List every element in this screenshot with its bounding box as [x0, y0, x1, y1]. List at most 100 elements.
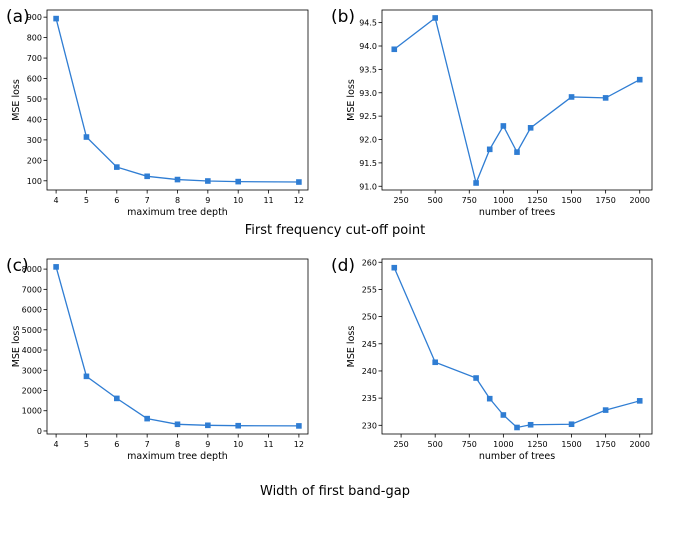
y-tick-label-b: 91.5 — [359, 159, 377, 168]
panel-label-c: (c) — [6, 256, 29, 276]
y-tick-label-a: 400 — [27, 115, 42, 124]
data-point-b — [432, 15, 438, 21]
x-tick-label-c: 8 — [175, 440, 180, 449]
y-tick-label-a: 800 — [27, 34, 42, 43]
data-point-d — [486, 395, 493, 402]
y-tick-label-d: 245 — [362, 340, 377, 349]
panel-label-b: (b) — [331, 7, 355, 27]
x-tick-label-b: 250 — [393, 196, 408, 205]
x-tick-label-a: 9 — [205, 196, 210, 205]
data-point-c — [144, 415, 150, 422]
y-tick-label-a: 100 — [27, 177, 42, 186]
data-point-a — [174, 176, 181, 183]
data-point-c — [114, 395, 120, 402]
y-tick-label-b: 92.0 — [359, 136, 377, 145]
data-point-a — [53, 15, 59, 22]
data-point-d — [568, 421, 575, 428]
plot-frame-a — [46, 9, 309, 191]
y-tick-label-b: 94.5 — [359, 19, 377, 28]
data-point-b — [636, 76, 643, 83]
y-tick-label-c: 1000 — [22, 407, 42, 416]
x-tick-label-d: 1750 — [595, 440, 615, 449]
data-point-b — [527, 125, 534, 131]
subplot-d: (d) 250 500 750 1000 1250 1500 1750 2000 230 235 2… — [331, 256, 653, 462]
caption-band-gap-width: Width of first band-gap — [260, 484, 410, 499]
y-axis-label-a: MSE loss — [11, 79, 22, 121]
y-tick-label-c: 3000 — [22, 366, 42, 375]
y-tick-label-d: 255 — [362, 285, 377, 294]
data-point-c — [235, 422, 241, 429]
y-tick-label-c: 0 — [37, 427, 42, 436]
x-tick-label-a: 8 — [175, 196, 180, 205]
y-tick-label-d: 235 — [362, 394, 377, 403]
data-point-b — [391, 46, 398, 53]
y-tick-label-c: 4000 — [22, 346, 42, 355]
panel-label-d: (d) — [331, 256, 355, 276]
x-tick-label-c: 10 — [233, 440, 243, 449]
data-point-a — [205, 178, 211, 184]
x-tick-label-c: 5 — [84, 440, 89, 449]
x-tick-label-d: 250 — [393, 440, 408, 449]
data-point-c — [174, 421, 181, 428]
subplot-a: (a) 4 5 6 7 8 9 10 11 12 100 200 300 400 500 600 700 800… — [6, 7, 309, 218]
x-tick-label-a: 6 — [114, 196, 119, 205]
x-tick-label-a: 4 — [54, 196, 59, 205]
series-line-d — [393, 267, 640, 429]
data-point-d — [432, 359, 438, 366]
x-tick-label-a: 5 — [84, 196, 89, 205]
x-axis-label-b: number of trees — [479, 207, 555, 218]
data-point-a — [83, 134, 90, 140]
data-point-d — [391, 264, 398, 271]
subplot-b: (b) 250 500 750 1000 1250 1500 1750 2000 91.0 91.… — [331, 7, 653, 218]
data-point-b — [500, 123, 507, 129]
data-point-d — [527, 421, 534, 428]
y-tick-label-a: 700 — [27, 54, 42, 63]
y-tick-label-a: 500 — [27, 95, 42, 104]
plot-frame-c — [46, 258, 309, 435]
x-tick-label-b: 1000 — [493, 196, 513, 205]
y-tick-label-d: 250 — [362, 313, 377, 322]
x-axis-label-a: maximum tree depth — [127, 207, 228, 218]
x-tick-label-c: 11 — [263, 440, 273, 449]
data-point-b — [568, 94, 575, 100]
x-tick-label-c: 6 — [114, 440, 119, 449]
y-axis-label-d: MSE loss — [346, 326, 357, 368]
caption-first-cutoff: First frequency cut-off point — [245, 223, 425, 238]
y-tick-label-b: 92.5 — [359, 112, 377, 121]
x-axis-label-c: maximum tree depth — [127, 451, 228, 462]
data-point-d — [473, 375, 479, 381]
x-tick-label-b: 1750 — [595, 196, 615, 205]
data-point-d — [602, 407, 609, 413]
y-tick-label-b: 94.0 — [359, 42, 377, 51]
y-tick-label-d: 240 — [362, 367, 377, 376]
data-point-a — [144, 173, 150, 180]
x-tick-label-d: 1500 — [561, 440, 581, 449]
x-tick-label-b: 1500 — [561, 196, 581, 205]
x-tick-label-d: 750 — [462, 440, 477, 449]
y-tick-label-a: 600 — [27, 75, 42, 84]
data-point-b — [602, 95, 609, 101]
y-tick-label-a: 900 — [27, 13, 42, 22]
data-point-a — [235, 178, 241, 185]
y-tick-label-c: 8000 — [22, 265, 42, 274]
plot-frame-d — [381, 258, 653, 435]
data-point-c — [205, 422, 211, 429]
x-tick-label-c: 7 — [145, 440, 150, 449]
data-point-c — [296, 423, 302, 429]
data-point-a — [114, 164, 120, 170]
data-point-a — [296, 179, 302, 185]
y-tick-label-d: 230 — [362, 421, 377, 430]
data-point-b — [473, 180, 479, 186]
y-tick-label-c: 7000 — [22, 285, 42, 294]
data-point-d — [636, 398, 643, 404]
x-tick-label-c: 9 — [205, 440, 210, 449]
y-tick-label-b: 93.0 — [359, 89, 377, 98]
x-tick-label-b: 500 — [428, 196, 443, 205]
x-tick-label-c: 4 — [54, 440, 59, 449]
y-tick-label-d: 260 — [362, 258, 377, 267]
y-tick-label-a: 200 — [27, 156, 42, 165]
data-point-d — [500, 412, 507, 418]
plot-frame-b — [381, 9, 653, 191]
series-line-a — [55, 18, 299, 183]
